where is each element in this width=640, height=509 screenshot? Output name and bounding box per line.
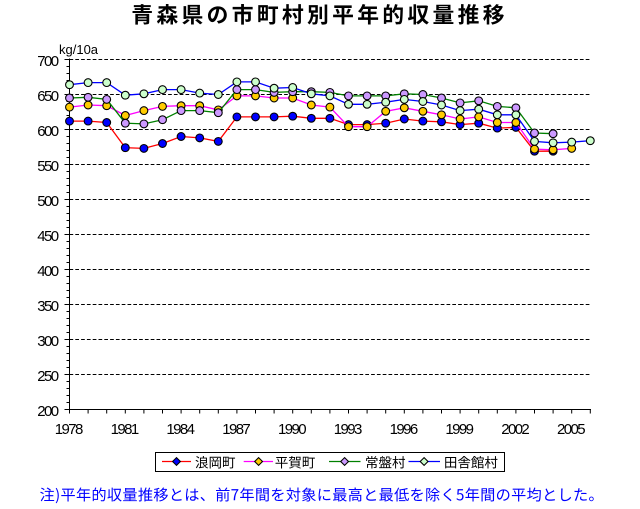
svg-text:1993: 1993 [334,421,362,438]
svg-text:1984: 1984 [166,421,194,438]
svg-text:kg/10a: kg/10a [59,42,99,57]
svg-text:2005: 2005 [557,421,585,438]
svg-text:1978: 1978 [55,421,83,438]
svg-text:1999: 1999 [445,421,473,438]
svg-text:450: 450 [37,228,58,245]
svg-text:1990: 1990 [278,421,306,438]
svg-text:500: 500 [37,193,58,210]
svg-text:1981: 1981 [111,421,139,438]
svg-text:600: 600 [37,123,58,140]
svg-text:250: 250 [37,368,58,385]
svg-text:350: 350 [37,298,58,315]
svg-text:300: 300 [37,333,58,350]
svg-text:550: 550 [37,158,58,175]
svg-text:400: 400 [37,263,58,280]
svg-text:1987: 1987 [222,421,250,438]
svg-text:700: 700 [37,53,58,70]
svg-text:2002: 2002 [501,421,529,438]
svg-text:200: 200 [37,403,58,420]
svg-text:1996: 1996 [390,421,418,438]
svg-text:650: 650 [37,88,58,105]
